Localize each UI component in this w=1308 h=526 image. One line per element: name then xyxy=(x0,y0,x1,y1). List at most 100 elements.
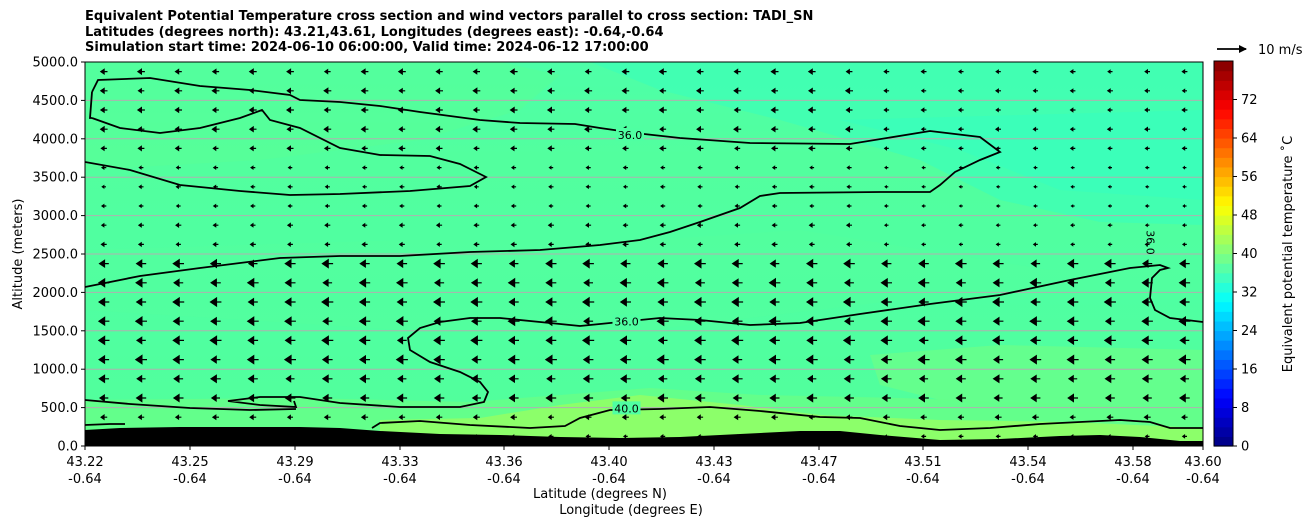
wind-vector xyxy=(659,241,666,248)
wind-vector xyxy=(546,106,555,114)
wind-vector xyxy=(733,106,741,114)
wind-vector xyxy=(734,222,741,228)
wind-vector xyxy=(399,203,405,209)
wind-vector xyxy=(212,222,219,228)
wind-vector xyxy=(286,414,293,420)
wind-vector xyxy=(547,87,555,95)
wind-vector xyxy=(657,259,668,269)
wind-vector xyxy=(992,296,1004,308)
wind-vector xyxy=(694,354,706,365)
wind-vector xyxy=(249,414,257,421)
wind-vector xyxy=(361,165,368,170)
colorbar-segment xyxy=(1214,166,1233,178)
wind-vector xyxy=(993,394,1003,402)
x-tick-label-lon: -0.64 xyxy=(1186,472,1220,487)
wind-vector xyxy=(100,414,108,421)
wind-vector xyxy=(98,297,110,307)
wind-vector xyxy=(175,241,181,247)
wind-vector xyxy=(955,374,966,384)
contour-36-lower-left xyxy=(85,399,297,411)
wind-vector xyxy=(958,146,964,151)
wind-vector xyxy=(321,335,334,346)
wind-vector xyxy=(97,335,110,346)
wind-vector xyxy=(1032,68,1039,75)
wind-vector xyxy=(995,107,1001,113)
wind-vector xyxy=(175,184,181,190)
colorbar-tick-label: 48 xyxy=(1241,209,1258,224)
wind-vector xyxy=(621,68,630,75)
wind-vector xyxy=(769,259,780,268)
wind-vector xyxy=(1030,374,1041,384)
wind-vector xyxy=(136,106,145,114)
wind-vector xyxy=(473,203,479,209)
wind-vector xyxy=(358,335,371,346)
y-tick-label: 4500.0 xyxy=(33,94,79,109)
wind-vector xyxy=(809,203,815,209)
wind-vector xyxy=(881,259,892,268)
title-line-3: Simulation start time: 2024-06-10 06:00:… xyxy=(85,40,649,55)
wind-vector xyxy=(136,68,145,76)
wind-vector xyxy=(398,414,406,421)
wind-vector xyxy=(507,316,520,327)
wind-vector xyxy=(1069,69,1076,75)
wind-vector xyxy=(808,241,815,247)
wind-vector xyxy=(883,242,889,247)
wind-vector xyxy=(98,259,109,268)
x-tick-label-lon: -0.64 xyxy=(697,472,731,487)
wind-vector xyxy=(1141,316,1153,327)
wind-vector xyxy=(621,87,630,95)
wind-vector xyxy=(1033,165,1038,170)
wind-vector xyxy=(507,277,520,288)
wind-vector xyxy=(135,297,147,307)
wind-vector xyxy=(696,414,704,421)
wind-vector xyxy=(1179,336,1190,345)
wind-vector xyxy=(287,203,293,209)
wind-vector xyxy=(324,165,330,170)
contour-36-inner-loop xyxy=(85,108,488,196)
wind-vector xyxy=(620,394,631,402)
wind-vector xyxy=(285,374,295,383)
wind-vector xyxy=(955,354,967,365)
wind-vector xyxy=(769,335,780,345)
wind-vector xyxy=(992,335,1005,346)
wind-vector xyxy=(547,126,555,133)
wind-vector xyxy=(1104,258,1116,269)
wind-vector xyxy=(1070,204,1075,208)
wind-vector xyxy=(622,165,628,170)
wind-vector xyxy=(508,335,519,345)
colorbar-segment xyxy=(1214,272,1233,283)
wind-vector xyxy=(656,354,669,365)
x-tick-label-lat: 43.47 xyxy=(800,455,837,470)
wind-vector xyxy=(958,204,963,208)
wind-vector xyxy=(1069,88,1076,94)
gridlines xyxy=(85,62,1203,446)
wind-vector xyxy=(733,68,741,75)
wind-vector xyxy=(656,277,669,288)
wind-vector xyxy=(137,126,145,133)
wind-vector xyxy=(511,184,517,190)
colorbar-segment xyxy=(1214,157,1233,168)
y-tick-label: 2500.0 xyxy=(33,248,79,263)
wind-vector xyxy=(172,316,184,326)
quiver-key-label: 10 m/s xyxy=(1258,43,1303,58)
wind-vector xyxy=(619,354,631,365)
wind-vector xyxy=(321,296,334,308)
wind-vector xyxy=(137,87,145,94)
wind-vector xyxy=(435,414,443,421)
wind-vector xyxy=(471,316,482,326)
colorbar-tick-label: 24 xyxy=(1241,324,1258,339)
wind-vector xyxy=(137,145,145,152)
colorbar-segment xyxy=(1214,436,1233,447)
contour-label: 36.0 xyxy=(614,316,639,329)
wind-vector xyxy=(921,165,926,170)
colorbar-segment xyxy=(1214,195,1233,206)
wind-vector xyxy=(398,145,406,152)
wind-vector xyxy=(323,106,331,114)
wind-vector xyxy=(696,145,704,152)
wind-vector xyxy=(880,277,892,288)
x-tick-label-lon: -0.64 xyxy=(802,472,836,487)
wind-vector xyxy=(658,68,667,76)
wind-vector xyxy=(660,165,666,170)
colorbar-segment xyxy=(1214,61,1233,72)
wind-vector xyxy=(884,184,889,189)
